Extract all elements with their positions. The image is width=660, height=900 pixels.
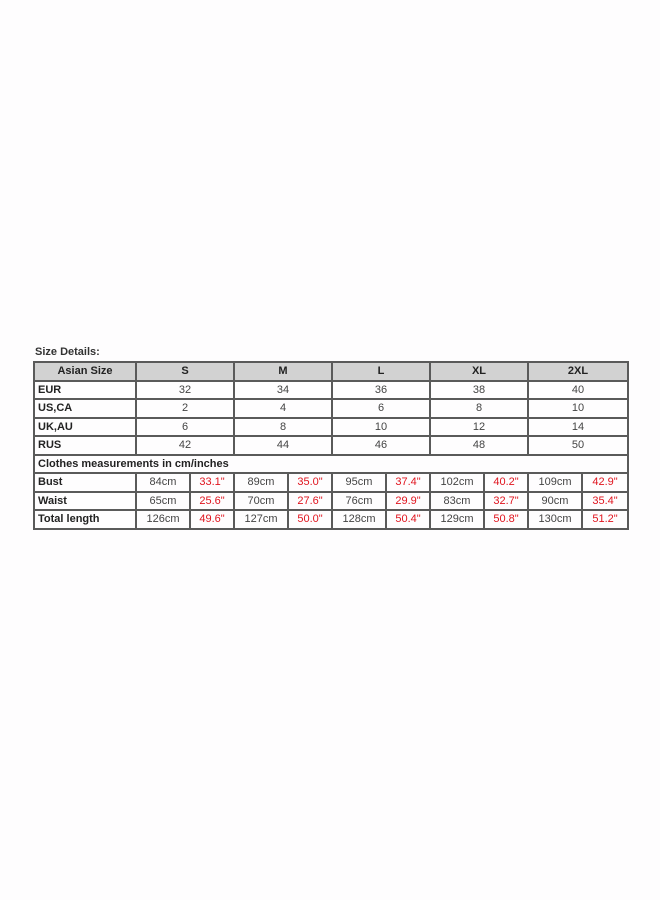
cm-value: 126cm bbox=[135, 509, 191, 530]
size-value: 6 bbox=[135, 416, 235, 437]
cm-value: 89cm bbox=[233, 472, 289, 493]
cm-value: 129cm bbox=[429, 509, 485, 530]
inch-value: 33.1" bbox=[189, 472, 235, 493]
size-value: 42 bbox=[135, 435, 235, 456]
conversion-row: US,CA 2 4 6 8 10 bbox=[33, 398, 629, 419]
header-row: Asian Size S M L XL 2XL bbox=[33, 361, 629, 382]
cm-value: 130cm bbox=[527, 509, 583, 530]
size-value: 6 bbox=[331, 398, 431, 419]
size-value: 48 bbox=[429, 435, 529, 456]
row-label: US,CA bbox=[33, 398, 137, 419]
size-value: 2 bbox=[135, 398, 235, 419]
size-value: 8 bbox=[233, 416, 333, 437]
cm-value: 128cm bbox=[331, 509, 387, 530]
size-value: 4 bbox=[233, 398, 333, 419]
cm-value: 102cm bbox=[429, 472, 485, 493]
size-details-title: Size Details: bbox=[35, 346, 100, 358]
row-label: Total length bbox=[33, 509, 137, 530]
inch-value: 29.9" bbox=[385, 490, 431, 511]
inch-value: 49.6" bbox=[189, 509, 235, 530]
conversion-row: RUS 42 44 46 48 50 bbox=[33, 435, 629, 456]
size-value: 34 bbox=[233, 379, 333, 400]
measurement-row: Bust 84cm 33.1" 89cm 35.0" 95cm 37.4" 102cm 40.2… bbox=[33, 472, 629, 493]
size-value: 32 bbox=[135, 379, 235, 400]
size-value: 8 bbox=[429, 398, 529, 419]
size-value: 46 bbox=[331, 435, 431, 456]
inch-value: 35.4" bbox=[581, 490, 629, 511]
row-label: Waist bbox=[33, 490, 137, 511]
inch-value: 40.2" bbox=[483, 472, 529, 493]
size-value: 36 bbox=[331, 379, 431, 400]
cm-value: 70cm bbox=[233, 490, 289, 511]
inch-value: 50.4" bbox=[385, 509, 431, 530]
size-value: 14 bbox=[527, 416, 629, 437]
size-value: 38 bbox=[429, 379, 529, 400]
inch-value: 50.8" bbox=[483, 509, 529, 530]
size-header-s: S bbox=[135, 361, 235, 382]
cm-value: 109cm bbox=[527, 472, 583, 493]
size-value: 44 bbox=[233, 435, 333, 456]
inch-value: 37.4" bbox=[385, 472, 431, 493]
row-label: UK,AU bbox=[33, 416, 137, 437]
size-value: 10 bbox=[331, 416, 431, 437]
inch-value: 32.7" bbox=[483, 490, 529, 511]
size-value: 12 bbox=[429, 416, 529, 437]
size-value: 10 bbox=[527, 398, 629, 419]
conversion-row: EUR 32 34 36 38 40 bbox=[33, 379, 629, 400]
size-value: 50 bbox=[527, 435, 629, 456]
size-header-m: M bbox=[233, 361, 333, 382]
size-chart-table: Asian Size S M L XL 2XL EUR 32 34 36 38 40 US,CA 2 4 6 8… bbox=[33, 361, 629, 530]
size-value: 40 bbox=[527, 379, 629, 400]
cm-value: 127cm bbox=[233, 509, 289, 530]
section-label: Clothes measurements in cm/inches bbox=[33, 453, 629, 474]
cm-value: 65cm bbox=[135, 490, 191, 511]
row-label: Bust bbox=[33, 472, 137, 493]
inch-value: 25.6" bbox=[189, 490, 235, 511]
inch-value: 27.6" bbox=[287, 490, 333, 511]
inch-value: 42.9" bbox=[581, 472, 629, 493]
inch-value: 50.0" bbox=[287, 509, 333, 530]
measurement-row: Total length 126cm 49.6" 127cm 50.0" 128cm 50.… bbox=[33, 509, 629, 530]
cm-value: 83cm bbox=[429, 490, 485, 511]
inch-value: 35.0" bbox=[287, 472, 333, 493]
cm-value: 76cm bbox=[331, 490, 387, 511]
size-header-2xl: 2XL bbox=[527, 361, 629, 382]
section-row: Clothes measurements in cm/inches bbox=[33, 453, 629, 474]
measurement-row: Waist 65cm 25.6" 70cm 27.6" 76cm 29.9" 83cm 32.7… bbox=[33, 490, 629, 511]
size-header-l: L bbox=[331, 361, 431, 382]
header-label: Asian Size bbox=[33, 361, 137, 382]
cm-value: 95cm bbox=[331, 472, 387, 493]
row-label: RUS bbox=[33, 435, 137, 456]
conversion-row: UK,AU 6 8 10 12 14 bbox=[33, 416, 629, 437]
inch-value: 51.2" bbox=[581, 509, 629, 530]
row-label: EUR bbox=[33, 379, 137, 400]
cm-value: 90cm bbox=[527, 490, 583, 511]
cm-value: 84cm bbox=[135, 472, 191, 493]
size-header-xl: XL bbox=[429, 361, 529, 382]
